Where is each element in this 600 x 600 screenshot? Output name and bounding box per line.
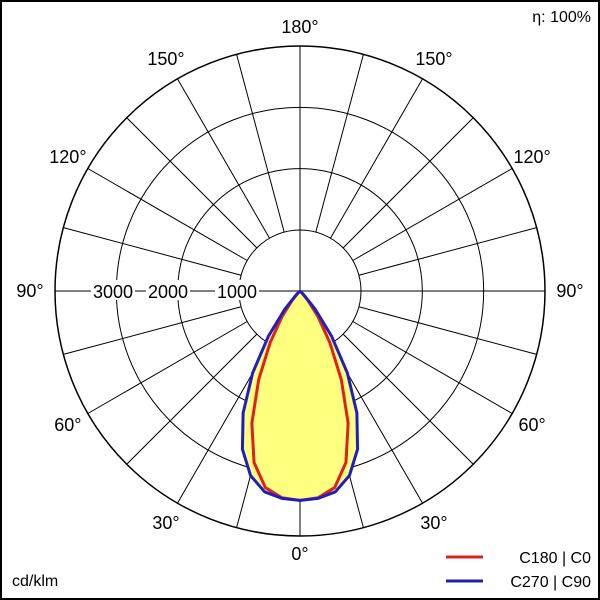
efficiency-label: η: 100%: [532, 9, 591, 26]
grid-spoke: [126, 117, 258, 249]
angle-label: 0°: [291, 544, 308, 564]
grid-spoke: [342, 117, 474, 249]
ring-labels: 3000 2000 1000: [91, 280, 259, 302]
legend: C180 | C0 C270 | C90: [446, 550, 591, 591]
grid-spoke: [87, 168, 248, 261]
grid-spoke: [352, 321, 513, 414]
grid-spoke: [126, 333, 258, 465]
angle-label: 150°: [147, 49, 184, 69]
angle-label: 30°: [152, 513, 179, 533]
angle-label: 180°: [281, 17, 318, 37]
grid-spoke: [342, 333, 474, 465]
grid-spoke: [358, 306, 537, 355]
ring-label: 1000: [217, 282, 257, 302]
grid-spoke: [352, 168, 513, 261]
grid-spoke: [358, 227, 537, 276]
legend-label-c180-c0: C180 | C0: [519, 550, 591, 567]
grid-spoke: [63, 306, 242, 355]
legend-label-c270-c90: C270 | C90: [510, 574, 591, 591]
angle-labels: 180° 150° 150° 120° 120° 90° 90° 60° 60° 30° 30° 0°: [16, 17, 583, 564]
grid-spoke: [315, 54, 364, 233]
ring-label: 2000: [148, 282, 188, 302]
angle-label: 60°: [54, 415, 81, 435]
ring-label-bg: [215, 280, 259, 300]
unit-label: cd/klm: [12, 573, 58, 590]
angle-label: 30°: [420, 513, 447, 533]
grid-spoke: [63, 227, 242, 276]
angle-label: 120°: [513, 147, 550, 167]
grid-spoke: [87, 321, 248, 414]
ring-label-bg: [146, 280, 190, 300]
distribution-curves: [240, 289, 360, 502]
ring-label-bg: [91, 280, 135, 300]
grid-spoke: [236, 54, 285, 233]
angle-label: 60°: [518, 415, 545, 435]
angle-label: 150°: [415, 49, 452, 69]
angle-label: 90°: [556, 281, 583, 301]
grid-spoke: [177, 78, 270, 239]
angle-label: 90°: [16, 281, 43, 301]
ring-label: 3000: [93, 282, 133, 302]
grid-spoke: [330, 78, 423, 239]
angle-label: 120°: [49, 147, 86, 167]
curve-c270-c90: [240, 289, 360, 502]
